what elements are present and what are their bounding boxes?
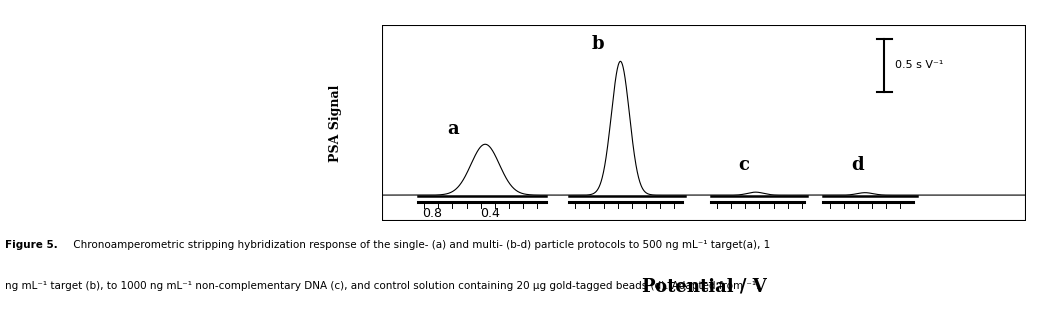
Text: 0.8: 0.8 bbox=[422, 207, 442, 220]
Text: 0.4: 0.4 bbox=[480, 207, 499, 220]
Text: a: a bbox=[447, 120, 459, 138]
Text: 0.5 s V⁻¹: 0.5 s V⁻¹ bbox=[895, 60, 943, 70]
Text: PSA Signal: PSA Signal bbox=[329, 84, 341, 162]
Text: d: d bbox=[851, 156, 864, 174]
Text: Chronoamperometric stripping hybridization response of the single- (a) and multi: Chronoamperometric stripping hybridizati… bbox=[70, 240, 771, 250]
Text: ng mL⁻¹ target (b), to 1000 ng mL⁻¹ non-complementary DNA (c), and control solut: ng mL⁻¹ target (b), to 1000 ng mL⁻¹ non-… bbox=[5, 281, 760, 291]
Text: b: b bbox=[592, 35, 604, 53]
Text: Potential / V: Potential / V bbox=[642, 277, 766, 295]
Text: c: c bbox=[738, 156, 750, 174]
Text: Figure 5.: Figure 5. bbox=[5, 240, 58, 250]
